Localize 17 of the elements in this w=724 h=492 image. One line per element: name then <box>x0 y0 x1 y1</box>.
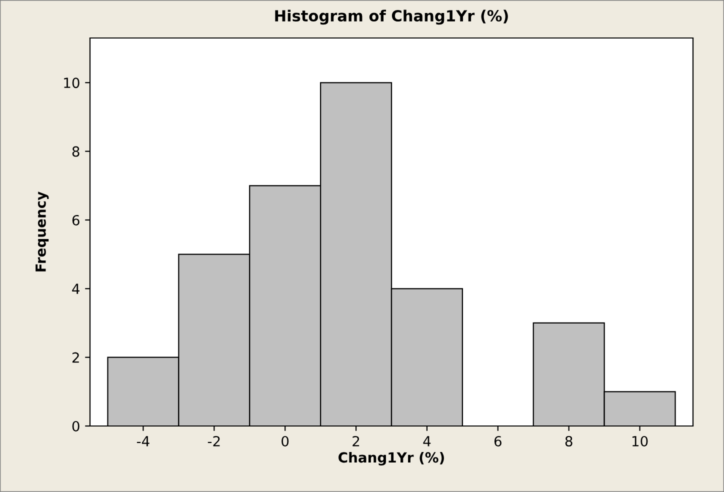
y-tick-label: 8 <box>72 146 80 157</box>
x-tick-label: 0 <box>282 436 289 446</box>
y-tick-label: 0 <box>72 420 80 432</box>
x-tick-label: -4 <box>136 436 150 446</box>
x-axis-title: Chang1Yr (%) <box>338 452 444 466</box>
x-tick-label: 4 <box>423 436 431 446</box>
y-tick-label: 4 <box>72 284 80 294</box>
y-axis-title: Frequency <box>36 192 49 272</box>
x-tick-label: -2 <box>208 436 220 446</box>
y-tick-label: 10 <box>64 78 80 88</box>
x-tick-label: 10 <box>632 436 648 446</box>
y-tick-label: 2 <box>72 352 79 363</box>
x-tick-label: 2 <box>352 436 360 446</box>
x-tick-label: 8 <box>565 436 572 446</box>
chart-title: Histogram of Chang1Yr (%) <box>275 10 508 25</box>
x-tick-label: 6 <box>494 436 502 446</box>
y-tick-label: 6 <box>72 214 80 226</box>
